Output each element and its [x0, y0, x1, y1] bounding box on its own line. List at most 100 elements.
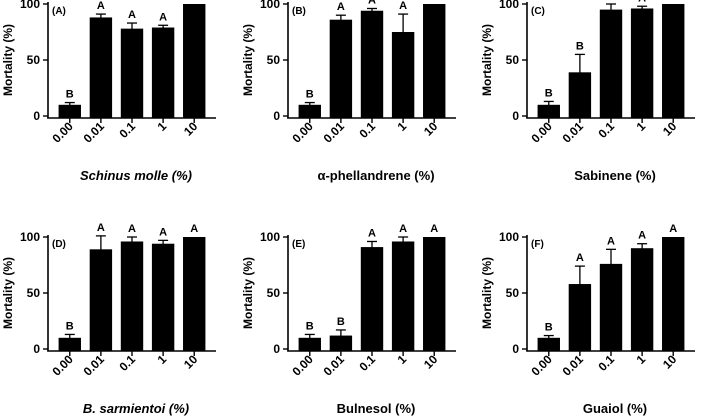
- x-tick-label: 10: [660, 119, 680, 139]
- x-axis-label: Sabinene (%): [574, 168, 656, 183]
- y-tick-label: 100: [499, 0, 519, 11]
- bar: [360, 247, 384, 351]
- bar: [537, 104, 560, 118]
- chart-panel-4: (D) Mortality (%) 0 50 100 B 0.00 A 0.01 A 0.1 A 1 A 1…: [1, 222, 216, 416]
- y-axis-label: Mortality (%): [241, 24, 255, 96]
- x-tick-label: 10: [181, 119, 201, 139]
- y-tick-label: 50: [27, 53, 41, 67]
- y-axis-label: Mortality (%): [480, 24, 494, 96]
- x-tick-label: 0.00: [528, 119, 555, 146]
- x-tick-label: 10: [421, 119, 441, 139]
- significance-label: B: [66, 320, 74, 332]
- bar: [360, 10, 384, 118]
- y-tick-label: 50: [506, 286, 520, 300]
- significance-label: B: [545, 322, 553, 334]
- significance-label: A: [337, 1, 345, 13]
- significance-label: A: [128, 223, 136, 235]
- bar: [630, 8, 654, 119]
- significance-label: B: [337, 316, 345, 328]
- x-tick-label: 0.01: [560, 352, 587, 379]
- x-axis-label: B. sarmientoi (%): [83, 401, 189, 416]
- significance-label: A: [430, 223, 438, 235]
- x-tick-label: 0.01: [81, 119, 108, 146]
- x-tick-label: 0.1: [595, 119, 617, 141]
- x-tick-label: 10: [181, 352, 201, 372]
- x-tick-label: 0.01: [560, 119, 587, 146]
- y-tick-label: 0: [33, 109, 40, 123]
- bar: [329, 19, 353, 118]
- panel-label: (D): [52, 239, 66, 250]
- bar: [298, 104, 321, 118]
- significance-label: A: [607, 235, 615, 247]
- chart-panel-6: (F) Mortality (%) 0 50 100 B 0.00 A 0.01 A 0.1 A 1 A 1…: [480, 223, 695, 416]
- y-tick-label: 50: [27, 286, 41, 300]
- bar: [58, 104, 81, 118]
- y-tick-label: 100: [499, 230, 519, 244]
- y-tick-label: 0: [273, 109, 280, 123]
- significance-label: A: [638, 0, 646, 4]
- y-tick-label: 100: [260, 230, 280, 244]
- bar: [662, 4, 685, 118]
- bar: [120, 28, 144, 118]
- significance-label: B: [306, 89, 314, 101]
- y-axis-label: Mortality (%): [241, 257, 255, 329]
- bar: [423, 4, 446, 118]
- bar: [89, 17, 113, 118]
- significance-label: A: [159, 11, 167, 23]
- x-tick-label: 0.00: [289, 119, 316, 146]
- x-tick-label: 1: [155, 352, 170, 367]
- x-tick-label: 1: [634, 352, 649, 367]
- x-tick-label: 0.00: [289, 352, 316, 379]
- significance-label: A: [669, 223, 677, 235]
- x-tick-label: 0.00: [49, 119, 76, 146]
- significance-label: B: [306, 320, 314, 332]
- x-tick-label: 1: [395, 119, 410, 134]
- significance-label: A: [399, 0, 407, 12]
- y-axis-label: Mortality (%): [480, 257, 494, 329]
- x-tick-label: 0.1: [116, 352, 138, 374]
- bar: [630, 248, 654, 351]
- x-axis-label: α-phellandrene (%): [317, 168, 434, 183]
- significance-label: A: [368, 0, 376, 6]
- bar: [183, 237, 206, 351]
- x-tick-label: 0.01: [81, 352, 108, 379]
- significance-label: A: [190, 223, 198, 235]
- chart-panel-2: (B) Mortality (%) 0 50 100 B 0.00 A 0.01 A 0.1 A 1 A 1…: [241, 0, 456, 183]
- bar: [423, 237, 446, 351]
- y-axis-label: Mortality (%): [1, 257, 15, 329]
- bar: [298, 337, 321, 351]
- significance-label: A: [607, 0, 615, 2]
- chart-panel-5: (E) Mortality (%) 0 50 100 B 0.00 B 0.01 A 0.1 A 1 A 1…: [241, 223, 456, 416]
- panel-label: (B): [292, 6, 306, 17]
- significance-label: A: [97, 0, 105, 12]
- x-tick-label: 10: [660, 352, 680, 372]
- y-tick-label: 50: [267, 286, 281, 300]
- significance-label: A: [368, 227, 376, 239]
- y-tick-label: 0: [33, 342, 40, 356]
- y-tick-label: 0: [273, 342, 280, 356]
- x-tick-label: 1: [395, 352, 410, 367]
- panel-label: (E): [292, 239, 305, 250]
- significance-label: A: [638, 230, 646, 242]
- bar: [329, 335, 353, 351]
- panel-label: (C): [531, 6, 545, 17]
- significance-label: A: [190, 0, 198, 2]
- significance-label: A: [430, 0, 438, 2]
- bar: [568, 72, 592, 118]
- bar: [391, 241, 415, 351]
- y-tick-label: 50: [267, 53, 281, 67]
- significance-label: A: [576, 252, 584, 264]
- x-tick-label: 0.1: [356, 119, 378, 141]
- x-axis-label: Guaiol (%): [583, 401, 647, 416]
- bar: [568, 284, 592, 351]
- significance-label: A: [97, 222, 105, 234]
- x-tick-label: 0.1: [116, 119, 138, 141]
- bar: [537, 337, 560, 351]
- y-tick-label: 100: [20, 0, 40, 11]
- x-tick-label: 0.01: [321, 119, 348, 146]
- bar: [89, 249, 113, 351]
- significance-label: B: [545, 87, 553, 99]
- chart-panel-1: (A) Mortality (%) 0 50 100 B 0.00 A 0.01 A 0.1 A 1 A 1…: [1, 0, 216, 183]
- bar: [151, 243, 175, 351]
